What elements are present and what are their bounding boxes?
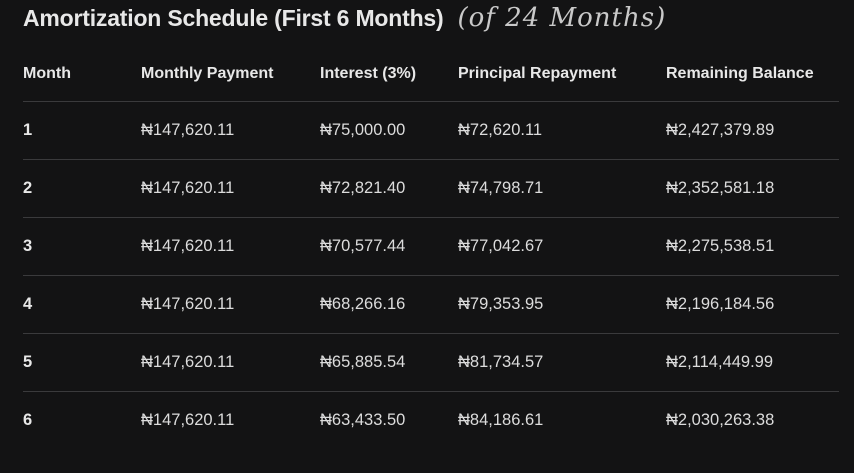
cell-remaining-balance: ₦2,196,184.56 (666, 275, 839, 334)
cell-monthly-payment: ₦147,620.11 (141, 275, 320, 334)
header-interest: Interest (3%) (320, 47, 458, 102)
cell-month: 5 (23, 333, 141, 392)
header-remaining-balance: Remaining Balance (666, 47, 839, 102)
header-principal-repayment: Principal Repayment (458, 47, 666, 102)
cell-remaining-balance: ₦2,352,581.18 (666, 159, 839, 218)
cell-principal-repayment: ₦81,734.57 (458, 333, 666, 392)
cell-month: 6 (23, 411, 33, 429)
cell-remaining-balance: ₦2,030,263.38 (666, 411, 775, 429)
cell-principal-repayment: ₦84,186.61 (458, 411, 544, 429)
header-monthly-payment: Monthly Payment (141, 47, 320, 102)
amortization-table: Month Monthly Payment Interest (3%) Prin… (23, 47, 839, 449)
title-row: Amortization Schedule (First 6 Months) (… (23, 0, 666, 36)
table-row: 5 ₦147,620.11 ₦65,885.54 ₦81,734.57 ₦2,1… (23, 333, 839, 392)
table-row: 2 ₦147,620.11 ₦72,821.40 ₦74,798.71 ₦2,3… (23, 159, 839, 218)
cell-month: 2 (23, 159, 141, 218)
table-header-row: Month Monthly Payment Interest (3%) Prin… (23, 47, 839, 102)
cell-principal-repayment: ₦72,620.11 (458, 101, 666, 160)
cell-remaining-balance: ₦2,114,449.99 (666, 333, 839, 392)
cell-monthly-payment: ₦147,620.11 (141, 411, 235, 429)
cell-principal-repayment: ₦77,042.67 (458, 217, 666, 276)
header-month: Month (23, 47, 141, 102)
cell-interest: ₦68,266.16 (320, 275, 458, 334)
cell-interest: ₦75,000.00 (320, 101, 458, 160)
cell-monthly-payment: ₦147,620.11 (141, 101, 320, 160)
table-row: 3 ₦147,620.11 ₦70,577.44 ₦77,042.67 ₦2,2… (23, 217, 839, 276)
cell-month: 3 (23, 217, 141, 276)
cell-interest: ₦63,433.50 (320, 411, 406, 429)
cell-interest: ₦72,821.40 (320, 159, 458, 218)
cell-monthly-payment: ₦147,620.11 (141, 217, 320, 276)
cell-remaining-balance: ₦2,275,538.51 (666, 217, 839, 276)
cell-remaining-balance: ₦2,427,379.89 (666, 101, 839, 160)
cell-principal-repayment: ₦79,353.95 (458, 275, 666, 334)
cell-monthly-payment: ₦147,620.11 (141, 159, 320, 218)
cell-monthly-payment: ₦147,620.11 (141, 333, 320, 392)
table-row: 1 ₦147,620.11 ₦75,000.00 ₦72,620.11 ₦2,4… (23, 101, 839, 160)
cell-interest: ₦65,885.54 (320, 333, 458, 392)
cell-month: 4 (23, 275, 141, 334)
page-title: Amortization Schedule (First 6 Months) (23, 4, 444, 31)
cell-month: 1 (23, 101, 141, 160)
table-row: 6 ₦147,620.11 ₦63,433.50 ₦84,186.61 ₦2,0… (23, 392, 839, 450)
cell-interest: ₦70,577.44 (320, 217, 458, 276)
handwritten-annotation: (of 24 Months) (457, 3, 667, 33)
cell-principal-repayment: ₦74,798.71 (458, 159, 666, 218)
table-row: 4 ₦147,620.11 ₦68,266.16 ₦79,353.95 ₦2,1… (23, 275, 839, 334)
